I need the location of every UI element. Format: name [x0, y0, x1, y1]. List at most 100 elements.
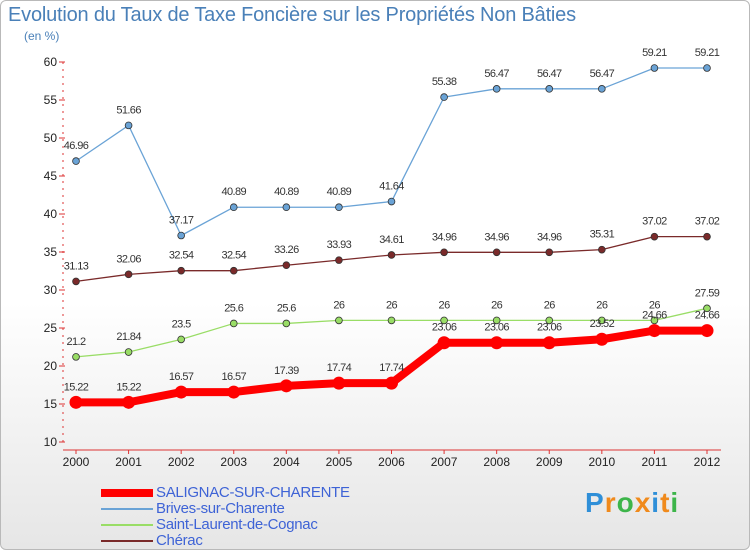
- data-label-saint-laurent: 26: [544, 299, 556, 311]
- data-label-salignac: 23.06: [484, 322, 509, 334]
- data-label-salignac: 24.66: [695, 310, 720, 322]
- x-tick-label: 2010: [588, 455, 615, 469]
- proxiti-logo: Proxiti: [585, 487, 679, 519]
- x-tick-label: 2008: [483, 455, 510, 469]
- data-point-cherac: [650, 232, 659, 241]
- legend-label-cherac: Chérac: [156, 532, 203, 549]
- legend-swatch-salignac: [101, 489, 153, 497]
- data-label-cherac: 34.61: [379, 234, 404, 246]
- data-point-saint-laurent: [703, 304, 711, 313]
- y-unit-label: (en %): [24, 29, 60, 43]
- data-point-cherac: [598, 245, 606, 254]
- data-label-salignac: 17.39: [274, 365, 299, 377]
- data-label-salignac: 17.74: [327, 362, 352, 374]
- data-point-saint-laurent: [177, 335, 185, 344]
- data-point-saint-laurent: [387, 316, 396, 325]
- x-tick-label: 2004: [273, 455, 300, 469]
- y-tick-label: 60: [44, 55, 58, 69]
- series-layer: [69, 64, 714, 409]
- data-label-brives: 40.89: [221, 186, 246, 198]
- data-point-saint-laurent: [124, 348, 133, 356]
- data-label-salignac: 23.06: [537, 322, 562, 334]
- data-label-brives: 37.17: [169, 215, 194, 227]
- logo-text: Proxiti: [585, 487, 679, 519]
- data-point-saint-laurent: [282, 319, 291, 328]
- data-point-salignac: [700, 324, 714, 338]
- y-tick-label: 25: [44, 321, 58, 335]
- data-label-cherac: 35.31: [590, 229, 615, 241]
- legend-label-salignac: SALIGNAC-SUR-CHARENTE: [156, 484, 350, 501]
- x-tick-label: 2006: [378, 455, 405, 469]
- data-label-saint-laurent: 26: [491, 299, 503, 311]
- data-point-cherac: [124, 270, 133, 279]
- logo-letter: i: [651, 487, 661, 518]
- data-label-salignac: 24.66: [642, 310, 667, 322]
- data-point-cherac: [387, 251, 396, 259]
- data-label-salignac: 17.74: [379, 362, 404, 374]
- data-label-cherac: 33.93: [327, 239, 352, 251]
- data-point-brives: [492, 85, 501, 93]
- chart-title: Evolution du Taux de Taxe Foncière sur l…: [8, 4, 576, 26]
- data-label-saint-laurent: 21.2: [66, 336, 85, 348]
- data-point-salignac: [227, 385, 241, 399]
- logo-letter: t: [660, 487, 671, 518]
- x-tick-label: 2009: [536, 455, 563, 469]
- data-label-brives: 46.96: [64, 140, 89, 152]
- logo-letter: i: [670, 487, 680, 518]
- data-point-brives: [387, 197, 396, 206]
- y-tick-label: 45: [44, 169, 58, 183]
- data-label-brives: 40.89: [274, 186, 299, 198]
- data-point-brives: [440, 93, 448, 101]
- y-tick-label: 10: [44, 435, 58, 449]
- data-label-saint-laurent: 25.6: [224, 302, 243, 314]
- data-label-brives: 59.21: [695, 47, 720, 59]
- data-label-brives: 41.64: [379, 181, 404, 193]
- data-point-saint-laurent: [72, 353, 80, 361]
- series-line-brives: [75, 67, 708, 237]
- data-point-brives: [229, 203, 238, 212]
- data-point-salignac: [122, 395, 136, 409]
- data-point-brives: [598, 85, 606, 93]
- data-point-brives: [650, 64, 659, 72]
- data-labels-layer: 31.13 32.06 32.54 32.54 33.26 33.93 34.61 34.96…: [64, 47, 721, 393]
- data-label-salignac: 23.52: [590, 318, 615, 330]
- data-point-salignac: [647, 324, 661, 338]
- data-point-brives: [177, 231, 185, 240]
- data-point-salignac: [385, 376, 398, 390]
- x-tick-label: 2011: [642, 455, 668, 469]
- data-label-saint-laurent: 26: [333, 299, 345, 311]
- data-point-cherac: [229, 266, 238, 275]
- data-label-cherac: 32.54: [169, 250, 194, 262]
- data-label-salignac: 16.57: [221, 371, 246, 383]
- data-point-cherac: [177, 266, 185, 275]
- axes: 10 15 20 25 30 35 40 45 50 55 60 2000 2001 2002 2003 20…: [44, 55, 721, 469]
- data-point-saint-laurent: [229, 319, 238, 328]
- data-point-cherac: [703, 232, 711, 241]
- data-point-brives: [282, 203, 291, 212]
- data-label-brives: 59.21: [642, 47, 667, 59]
- data-label-cherac: 31.13: [64, 260, 89, 272]
- x-tick-label: 2001: [115, 455, 142, 469]
- x-tick-label: 2012: [694, 455, 721, 469]
- data-label-saint-laurent: 26: [386, 299, 398, 311]
- data-point-cherac: [440, 248, 448, 257]
- data-label-cherac: 37.02: [642, 216, 667, 228]
- x-tick-label: 2003: [220, 455, 247, 469]
- y-tick-label: 40: [44, 207, 58, 221]
- legend-label-brives: Brives-sur-Charente: [156, 500, 285, 517]
- data-label-brives: 56.47: [537, 68, 562, 80]
- data-label-saint-laurent: 26: [596, 299, 608, 311]
- y-tick-label: 20: [44, 359, 58, 373]
- data-label-brives: 56.47: [484, 68, 509, 80]
- y-tick-label: 55: [44, 93, 58, 107]
- data-point-salignac: [490, 336, 504, 350]
- legend-label-saint-laurent: Saint-Laurent-de-Cognac: [156, 516, 318, 533]
- y-tick-label: 30: [44, 283, 58, 297]
- data-label-cherac: 32.54: [221, 250, 246, 262]
- data-label-brives: 56.47: [590, 68, 615, 80]
- logo-letter: o: [616, 487, 635, 518]
- data-point-cherac: [335, 256, 343, 264]
- data-label-saint-laurent: 25.6: [277, 302, 296, 314]
- data-label-brives: 51.66: [116, 104, 141, 116]
